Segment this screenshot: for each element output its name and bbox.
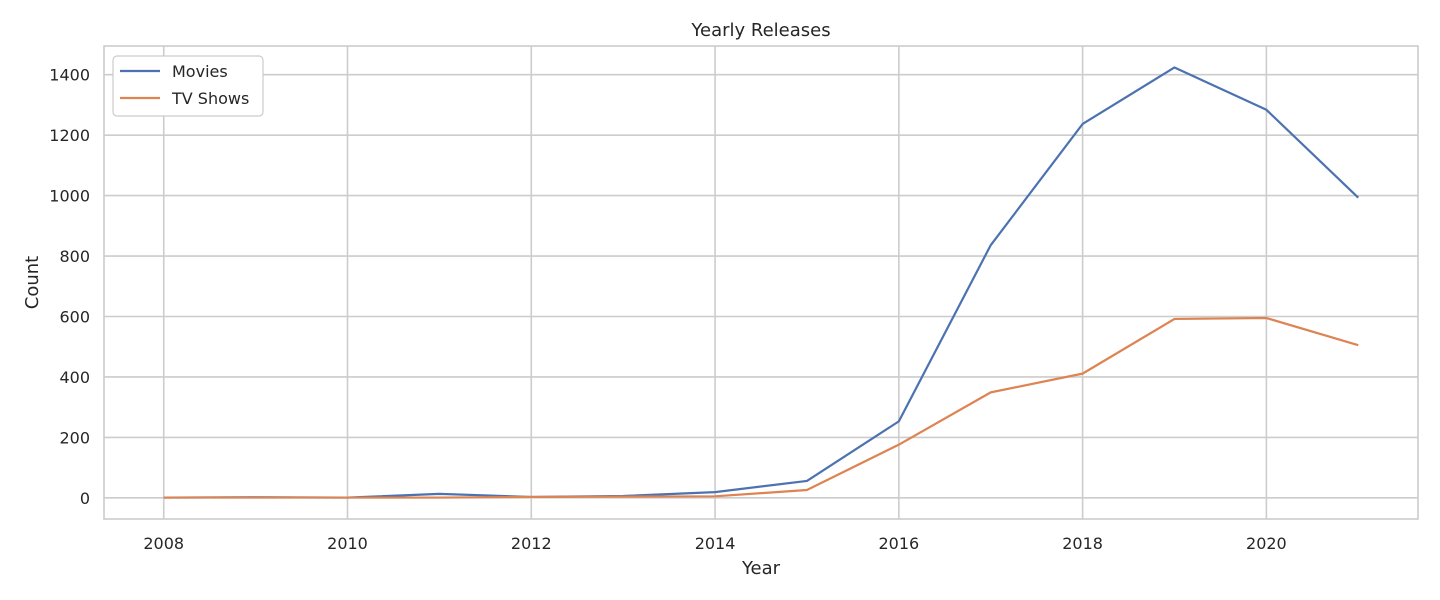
series-lines <box>163 66 1360 499</box>
tick-labels: 2008 2010 2012 2014 2016 2018 2020 0 200 400 600 80… <box>49 66 1286 553</box>
y-tick-label: 600 <box>59 308 90 327</box>
y-tick-label: 0 <box>80 489 90 508</box>
x-tick-label: 2018 <box>1062 534 1103 553</box>
y-tick-label: 400 <box>59 368 90 387</box>
series-line-tv-shows <box>163 316 1359 499</box>
x-tick-label: 2014 <box>695 534 736 553</box>
x-tick-label: 2008 <box>143 534 184 553</box>
y-tick-label: 200 <box>59 428 90 447</box>
x-tick-label: 2020 <box>1246 534 1287 553</box>
y-tick-label: 1200 <box>49 126 90 145</box>
grid <box>104 46 1418 519</box>
x-tick-label: 2010 <box>327 534 368 553</box>
x-axis-label: Year <box>741 558 781 579</box>
y-tick-label: 1000 <box>49 187 90 206</box>
plot-frame <box>103 45 1419 520</box>
y-tick-label: 1400 <box>49 66 90 85</box>
legend-label-tv-shows: TV Shows <box>171 89 249 108</box>
chart-title: Yearly Releases <box>690 20 830 41</box>
legend: Movies TV Shows <box>112 55 264 117</box>
series-line-movies <box>163 66 1360 499</box>
y-axis-label: Count <box>22 256 43 309</box>
y-tick-label: 800 <box>59 247 90 266</box>
x-tick-label: 2016 <box>878 534 919 553</box>
x-tick-label: 2012 <box>511 534 552 553</box>
legend-label-movies: Movies <box>172 62 228 81</box>
